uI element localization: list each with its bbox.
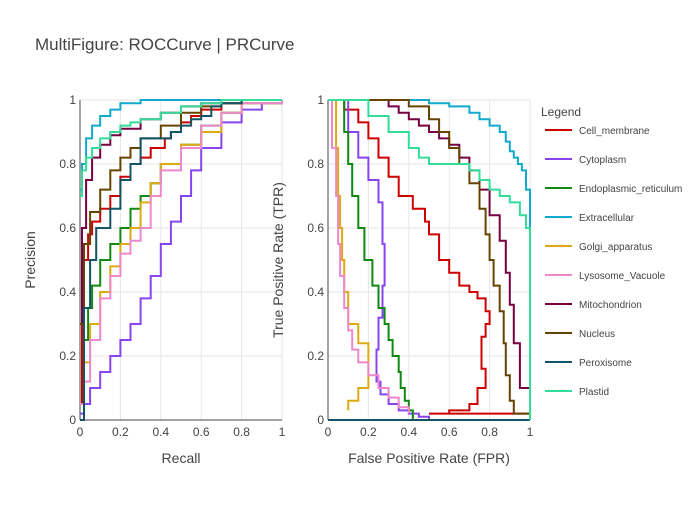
pr-x-tick-3: 0.6 (193, 425, 210, 439)
roc-x-tick-3: 0.6 (441, 425, 458, 439)
roc-line-cell-membrane (332, 99, 530, 415)
roc-line-mitochondrion (328, 99, 531, 420)
legend-item-golgi-apparatus[interactable]: Golgi_apparatus (545, 242, 652, 253)
roc-y-tick-5: 1 (317, 93, 324, 107)
pr-line-cytoplasm (80, 100, 283, 415)
legend-label-plastid: Plastid (579, 387, 609, 398)
legend-label-extracellular: Extracellular (579, 213, 635, 224)
roc-x-tick-5: 1 (527, 425, 534, 439)
roc-curve-plot: 0 0.2 0.4 0.6 0.8 1 0 0.2 0.4 0.6 0.8 1 False Positi… (270, 93, 534, 466)
roc-line-lysosome-vacuole (328, 99, 410, 414)
roc-y-tick-1: 0.2 (307, 349, 324, 363)
legend: Legend Cell_membrane Cytoplasm Endoplasmic… (541, 105, 682, 398)
roc-line-nucleus (328, 99, 531, 420)
legend-item-plastid[interactable]: Plastid (545, 387, 609, 398)
pr-x-tick-0: 0 (77, 425, 84, 439)
legend-item-lysosome-vacuole[interactable]: Lysosome_Vacuole (545, 271, 666, 282)
legend-item-cytoplasm[interactable]: Cytoplasm (545, 155, 626, 166)
pr-x-axis-title: Recall (162, 450, 201, 466)
pr-y-tick-0: 0 (69, 413, 76, 427)
legend-label-peroxisome: Peroxisome (579, 358, 632, 369)
pr-y-axis-title: Precision (22, 231, 38, 289)
roc-y-tick-3: 0.6 (307, 221, 324, 235)
legend-title: Legend (541, 105, 581, 119)
pr-curve-plot: 0 0.2 0.4 0.6 0.8 1 0 0.2 0.4 0.6 0.8 1 Recall Precis… (22, 93, 286, 466)
pr-y-tick-1: 0.2 (59, 349, 76, 363)
roc-y-tick-4: 0.8 (307, 157, 324, 171)
roc-x-tick-4: 0.8 (481, 425, 498, 439)
pr-x-tick-4: 0.8 (233, 425, 250, 439)
roc-x-tick-1: 0.2 (360, 425, 377, 439)
legend-items: Cell_membrane Cytoplasm Endoplasmic_reticu… (545, 126, 682, 398)
roc-series (328, 99, 531, 421)
legend-item-peroxisome[interactable]: Peroxisome (545, 358, 632, 369)
pr-series (80, 99, 283, 421)
pr-y-tick-4: 0.8 (59, 157, 76, 171)
roc-line-golgi-apparatus (332, 99, 370, 411)
pr-y-tick-3: 0.6 (59, 221, 76, 235)
figure-title: MultiFigure: ROCCurve | PRCurve (35, 35, 294, 54)
roc-y-tick-0: 0 (317, 413, 324, 427)
roc-line-plastid (328, 99, 531, 420)
legend-item-nucleus[interactable]: Nucleus (545, 329, 615, 340)
pr-x-tick-1: 0.2 (112, 425, 129, 439)
legend-label-nucleus: Nucleus (579, 329, 615, 340)
legend-label-cytoplasm: Cytoplasm (579, 155, 626, 166)
roc-y-axis-title: True Positive Rate (TPR) (270, 182, 286, 338)
roc-x-tick-2: 0.4 (400, 425, 417, 439)
roc-line-extracellular (328, 99, 531, 420)
legend-label-mitochondrion: Mitochondrion (579, 300, 642, 311)
legend-label-endoplasmic-reticulum: Endoplasmic_reticulum (579, 184, 682, 195)
pr-y-tick-5: 1 (69, 93, 76, 107)
pr-y-tick-2: 0.4 (59, 285, 76, 299)
legend-label-golgi-apparatus: Golgi_apparatus (579, 242, 652, 253)
legend-item-mitochondrion[interactable]: Mitochondrion (545, 300, 642, 311)
roc-x-axis-title: False Positive Rate (FPR) (348, 450, 510, 466)
roc-line-endoplasmic-reticulum (338, 99, 414, 420)
pr-x-tick-5: 1 (279, 425, 286, 439)
legend-label-lysosome-vacuole: Lysosome_Vacuole (579, 271, 666, 282)
legend-item-cell-membrane[interactable]: Cell_membrane (545, 126, 650, 137)
legend-item-endoplasmic-reticulum[interactable]: Endoplasmic_reticulum (545, 184, 682, 195)
roc-y-tick-2: 0.4 (307, 285, 324, 299)
legend-item-extracellular[interactable]: Extracellular (545, 213, 635, 224)
pr-line-plastid (80, 99, 282, 197)
pr-line-peroxisome (80, 99, 282, 421)
pr-x-tick-2: 0.4 (152, 425, 169, 439)
pr-line-lysosome-vacuole (80, 100, 283, 405)
roc-x-tick-0: 0 (325, 425, 332, 439)
legend-label-cell-membrane: Cell_membrane (579, 126, 650, 137)
